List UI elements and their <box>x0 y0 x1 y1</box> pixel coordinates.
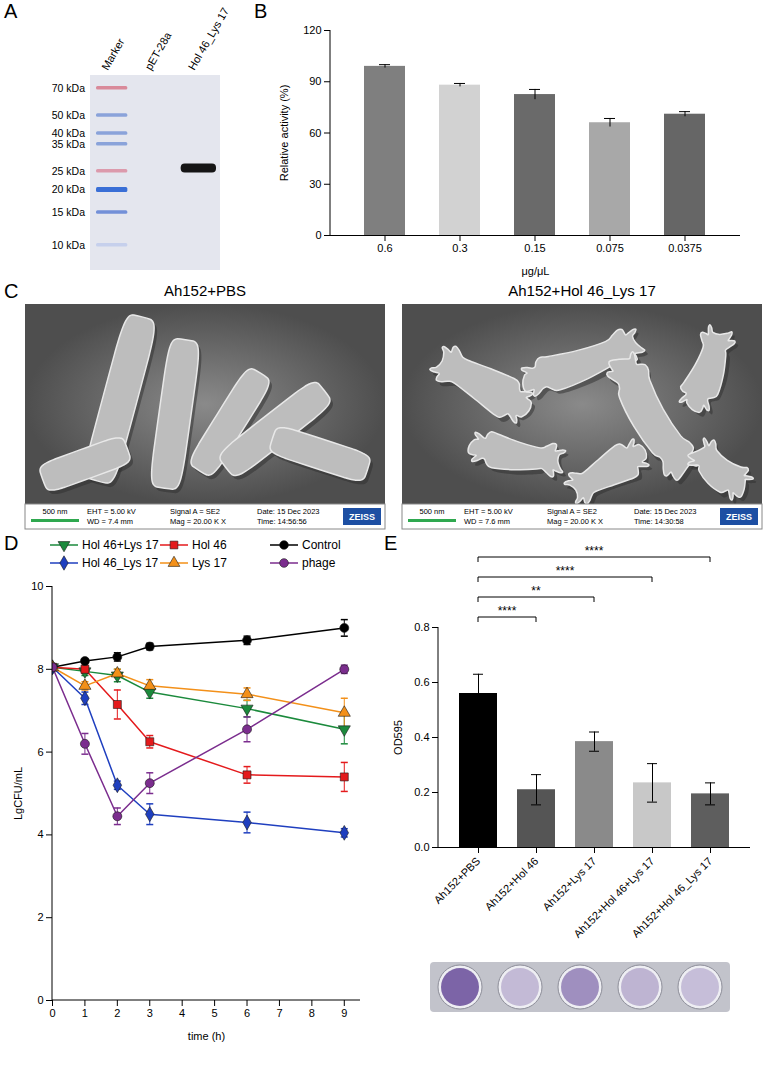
html-text:Hol 46+Lys 17: Hol 46+Lys 17 <box>82 538 159 552</box>
svg-text:ZEISS: ZEISS <box>349 512 375 522</box>
svg-text:WD = 7.4 mm: WD = 7.4 mm <box>87 517 133 526</box>
svg-text:0.3: 0.3 <box>452 242 467 254</box>
svg-text:**: ** <box>531 584 541 598</box>
svg-text:10: 10 <box>31 580 43 592</box>
html-text:Ah152+Hol 46_Lys 17: Ah152+Hol 46_Lys 17 <box>508 282 656 299</box>
html-text:Hol 46: Hol 46 <box>192 538 227 552</box>
svg-text:Hol 46_Lys 17: Hol 46_Lys 17 <box>186 5 231 72</box>
svg-text:60: 60 <box>309 127 321 139</box>
svg-text:0.6: 0.6 <box>414 676 429 688</box>
html-text:Hol 46_Lys 17: Hol 46_Lys 17 <box>82 556 159 570</box>
svg-text:ZEISS: ZEISS <box>726 512 752 522</box>
svg-text:3: 3 <box>147 1007 153 1019</box>
svg-text:15 kDa: 15 kDa <box>52 206 85 218</box>
svg-text:10 kDa: 10 kDa <box>52 239 85 251</box>
svg-text:25 kDa: 25 kDa <box>52 165 85 177</box>
svg-text:500 nm: 500 nm <box>419 507 444 516</box>
svg-text:Signal A = SE2: Signal A = SE2 <box>170 507 220 516</box>
svg-text:8: 8 <box>309 1007 315 1019</box>
svg-text:5: 5 <box>212 1007 218 1019</box>
svg-text:EHT = 5.00 kV: EHT = 5.00 kV <box>87 507 136 516</box>
svg-text:2: 2 <box>37 911 43 923</box>
svg-text:Time: 14:30:58: Time: 14:30:58 <box>634 517 684 526</box>
svg-text:0: 0 <box>49 1007 55 1019</box>
svg-text:Ah152+Lys 17: Ah152+Lys 17 <box>540 855 598 913</box>
svg-text:Date: 15 Dec 2023: Date: 15 Dec 2023 <box>634 507 697 516</box>
svg-text:2: 2 <box>114 1007 120 1019</box>
svg-text:0.0: 0.0 <box>414 841 429 853</box>
svg-text:Mag = 20.00 K X: Mag = 20.00 K X <box>170 517 226 526</box>
svg-text:Ah152+Hol 46_Lys 17: Ah152+Hol 46_Lys 17 <box>629 855 714 940</box>
svg-text:40 kDa: 40 kDa <box>51 126 85 139</box>
svg-text:7: 7 <box>276 1007 282 1019</box>
svg-text:****: **** <box>556 564 575 578</box>
html-text:D: D <box>4 532 19 554</box>
html-text:Ah152+PBS: Ah152+PBS <box>163 282 247 299</box>
svg-text:50 kDa: 50 kDa <box>52 109 85 121</box>
svg-text:0.8: 0.8 <box>414 621 429 633</box>
svg-text:4: 4 <box>37 828 43 840</box>
html-text:Lys 17: Lys 17 <box>192 556 227 570</box>
html-text:phage: phage <box>302 556 336 570</box>
svg-text:500 nm: 500 nm <box>42 507 67 516</box>
svg-text:0: 0 <box>315 229 321 241</box>
svg-text:0.6: 0.6 <box>377 242 392 254</box>
svg-text:Ah152+Hol 46+Lys 17: Ah152+Hol 46+Lys 17 <box>571 854 657 940</box>
html-text:A: A <box>4 0 18 22</box>
svg-text:Time: 14:56:56: Time: 14:56:56 <box>257 517 307 526</box>
svg-text:6: 6 <box>37 746 43 758</box>
svg-text:6: 6 <box>244 1007 250 1019</box>
svg-text:0.2: 0.2 <box>414 786 429 798</box>
svg-text:70 kDa: 70 kDa <box>52 82 85 94</box>
svg-text:EHT = 5.00 kV: EHT = 5.00 kV <box>464 507 513 516</box>
svg-text:90: 90 <box>309 75 321 87</box>
svg-text:Mag = 20.00 K X: Mag = 20.00 K X <box>547 517 603 526</box>
svg-text:0.4: 0.4 <box>414 731 429 743</box>
svg-text:0.15: 0.15 <box>524 242 545 254</box>
svg-text:pET-28a: pET-28a <box>142 29 174 72</box>
svg-text:0.0375: 0.0375 <box>668 242 702 254</box>
svg-text:WD = 7.6 mm: WD = 7.6 mm <box>464 517 510 526</box>
svg-text:μg/μL: μg/μL <box>522 265 550 277</box>
svg-text:Date: 15 Dec 2023: Date: 15 Dec 2023 <box>257 507 320 516</box>
svg-text:Relative activity (%): Relative activity (%) <box>278 85 290 182</box>
html-text:B: B <box>254 0 268 22</box>
svg-text:****: **** <box>498 604 517 618</box>
svg-text:30: 30 <box>309 178 321 190</box>
svg-text:LgCFU/mL: LgCFU/mL <box>12 767 24 820</box>
svg-text:9: 9 <box>341 1007 347 1019</box>
html-text:C: C <box>4 280 19 302</box>
svg-text:OD595: OD595 <box>392 720 404 755</box>
svg-text:20 kDa: 20 kDa <box>52 183 85 195</box>
svg-text:time (h): time (h) <box>188 1030 225 1042</box>
svg-text:35 kDa: 35 kDa <box>52 138 85 150</box>
svg-text:Ah152+PBS: Ah152+PBS <box>431 855 482 906</box>
svg-text:0.075: 0.075 <box>596 242 624 254</box>
svg-text:4: 4 <box>179 1007 185 1019</box>
html-text:Control: Control <box>302 538 341 552</box>
svg-text:Ah152+Hol 46: Ah152+Hol 46 <box>482 855 540 913</box>
svg-text:0: 0 <box>37 994 43 1006</box>
svg-text:Signal A = SE2: Signal A = SE2 <box>547 507 597 516</box>
svg-text:1: 1 <box>82 1007 88 1019</box>
svg-text:120: 120 <box>303 24 321 36</box>
svg-text:****: **** <box>585 544 604 558</box>
svg-text:Marker: Marker <box>99 36 127 72</box>
svg-text:8: 8 <box>37 663 43 675</box>
html-text:E: E <box>384 532 398 554</box>
